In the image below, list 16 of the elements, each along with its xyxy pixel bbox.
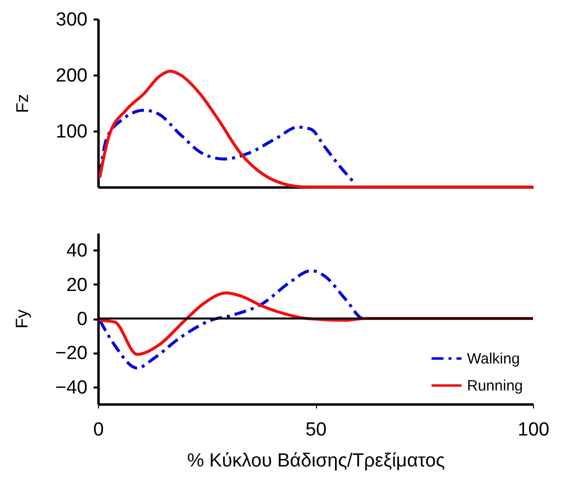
- x-tick-label: 100: [518, 420, 550, 440]
- y-tick-label: 300: [56, 10, 88, 30]
- y-tick-label: 20: [66, 274, 88, 296]
- y-axis-title: Fz: [12, 94, 32, 113]
- y-tick-label: −20: [55, 343, 88, 364]
- legend-label: Running: [467, 378, 523, 394]
- x-tick-label: 0: [93, 420, 104, 440]
- y-tick-label: 0: [76, 309, 88, 330]
- y-tick-label: 100: [56, 122, 88, 142]
- legend-label: Walking: [467, 350, 520, 368]
- x-axis-title: % Κύκλου Βάδισης/Τρεξίματος: [187, 450, 445, 472]
- x-tick-label: 50: [305, 420, 327, 440]
- y-tick-label: 200: [56, 66, 88, 86]
- y-tick-label: −40: [55, 377, 88, 398]
- y-axis-title: Fy: [12, 309, 32, 328]
- y-tick-label: 40: [66, 240, 88, 262]
